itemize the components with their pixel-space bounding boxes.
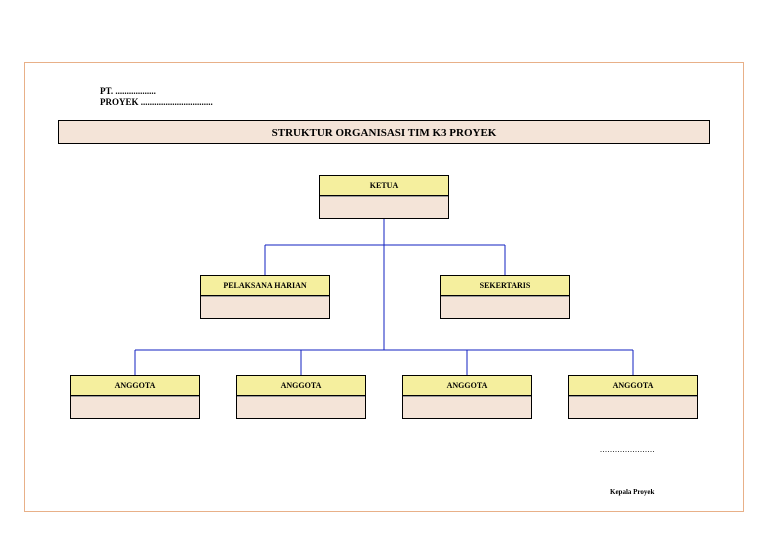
org-box-body: [441, 296, 569, 318]
org-box-title: SEKERTARIS: [441, 276, 569, 296]
org-box-anggota: ANGGOTA: [568, 375, 698, 419]
org-box-body: [569, 396, 697, 418]
org-box-body: [71, 396, 199, 418]
org-box-title: KETUA: [320, 176, 448, 196]
org-box-title: ANGGOTA: [569, 376, 697, 396]
org-box-anggota: ANGGOTA: [236, 375, 366, 419]
org-box-sekertaris: SEKERTARIS: [440, 275, 570, 319]
header-pt: PT. ..................: [100, 86, 213, 97]
org-box-title: ANGGOTA: [403, 376, 531, 396]
org-box-title: ANGGOTA: [237, 376, 365, 396]
title-text: STRUKTUR ORGANISASI TIM K3 PROYEK: [272, 127, 497, 139]
org-box-body: [237, 396, 365, 418]
org-box-anggota: ANGGOTA: [402, 375, 532, 419]
title-bar: STRUKTUR ORGANISASI TIM K3 PROYEK: [58, 120, 710, 144]
org-box-body: [201, 296, 329, 318]
signature-label: Kepala Proyek: [610, 488, 654, 496]
header-proyek: PROYEK ................................: [100, 97, 213, 108]
org-box-anggota: ANGGOTA: [70, 375, 200, 419]
org-box-body: [320, 196, 448, 218]
org-box-pelaksana: PELAKSANA HARIAN: [200, 275, 330, 319]
org-box-title: PELAKSANA HARIAN: [201, 276, 329, 296]
org-box-body: [403, 396, 531, 418]
header-block: PT. .................. PROYEK ..........…: [100, 86, 213, 108]
signature-dots: ......................: [600, 445, 655, 454]
org-box-ketua: KETUA: [319, 175, 449, 219]
org-box-title: ANGGOTA: [71, 376, 199, 396]
